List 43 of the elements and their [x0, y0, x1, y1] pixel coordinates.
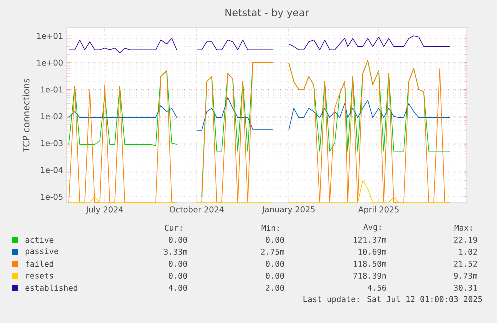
text: 9.73m — [454, 272, 478, 280]
text: 30.31 — [454, 284, 478, 292]
text: Cur: — [165, 224, 182, 232]
y-tick-label: 1e-01 — [41, 86, 63, 93]
y-axis-title: TCP connections — [22, 79, 30, 152]
text: Avg: — [364, 224, 381, 232]
y-tick-label: 1e+01 — [37, 33, 63, 40]
legend-label: passive — [26, 248, 58, 256]
text: 4.56 — [368, 284, 386, 292]
y-tick-label: 1e-02 — [41, 114, 63, 120]
text: 0.00 — [169, 260, 188, 268]
text: Last update: Sat Jul 12 01:00:03 2025 — [304, 296, 482, 304]
text: 0.00 — [266, 272, 284, 280]
text: 4.00 — [168, 284, 188, 292]
text: 2.75m — [261, 248, 284, 256]
text: 0.00 — [169, 272, 188, 280]
text: Min: — [262, 224, 279, 232]
text: 118.50m — [354, 260, 386, 268]
legend-label: active — [26, 236, 54, 244]
legend-label: resets — [26, 273, 54, 279]
text: 2.00 — [266, 284, 284, 292]
text: 0.00 — [266, 260, 284, 268]
text: 21.52 — [454, 260, 478, 268]
x-tick-label: January 2025 — [262, 206, 315, 214]
text: 3.33m — [164, 248, 188, 256]
text: 0.00 — [169, 236, 188, 244]
text: 0.00 — [266, 236, 284, 244]
y-tick-label: 1e-04 — [41, 167, 64, 174]
text: 1.02 — [459, 248, 478, 256]
y-tick-label: 1e-05 — [41, 194, 63, 200]
y-tick-label: 1e+00 — [37, 60, 63, 66]
text: 718.39n — [354, 272, 386, 280]
x-tick-label: April 2025 — [358, 206, 399, 214]
text: 121.37m — [354, 236, 386, 244]
text: Max: — [454, 225, 472, 231]
y-tick-label: 1e-03 — [41, 140, 63, 146]
legend-label: established — [26, 284, 78, 292]
x-tick-label: July 2024 — [86, 206, 124, 214]
x-tick-label: October 2024 — [170, 206, 224, 213]
text: 22.19 — [454, 236, 478, 244]
chart-title: Netstat - by year — [226, 8, 310, 18]
legend-label: failed — [26, 260, 54, 268]
text: 10.69m — [358, 248, 386, 256]
